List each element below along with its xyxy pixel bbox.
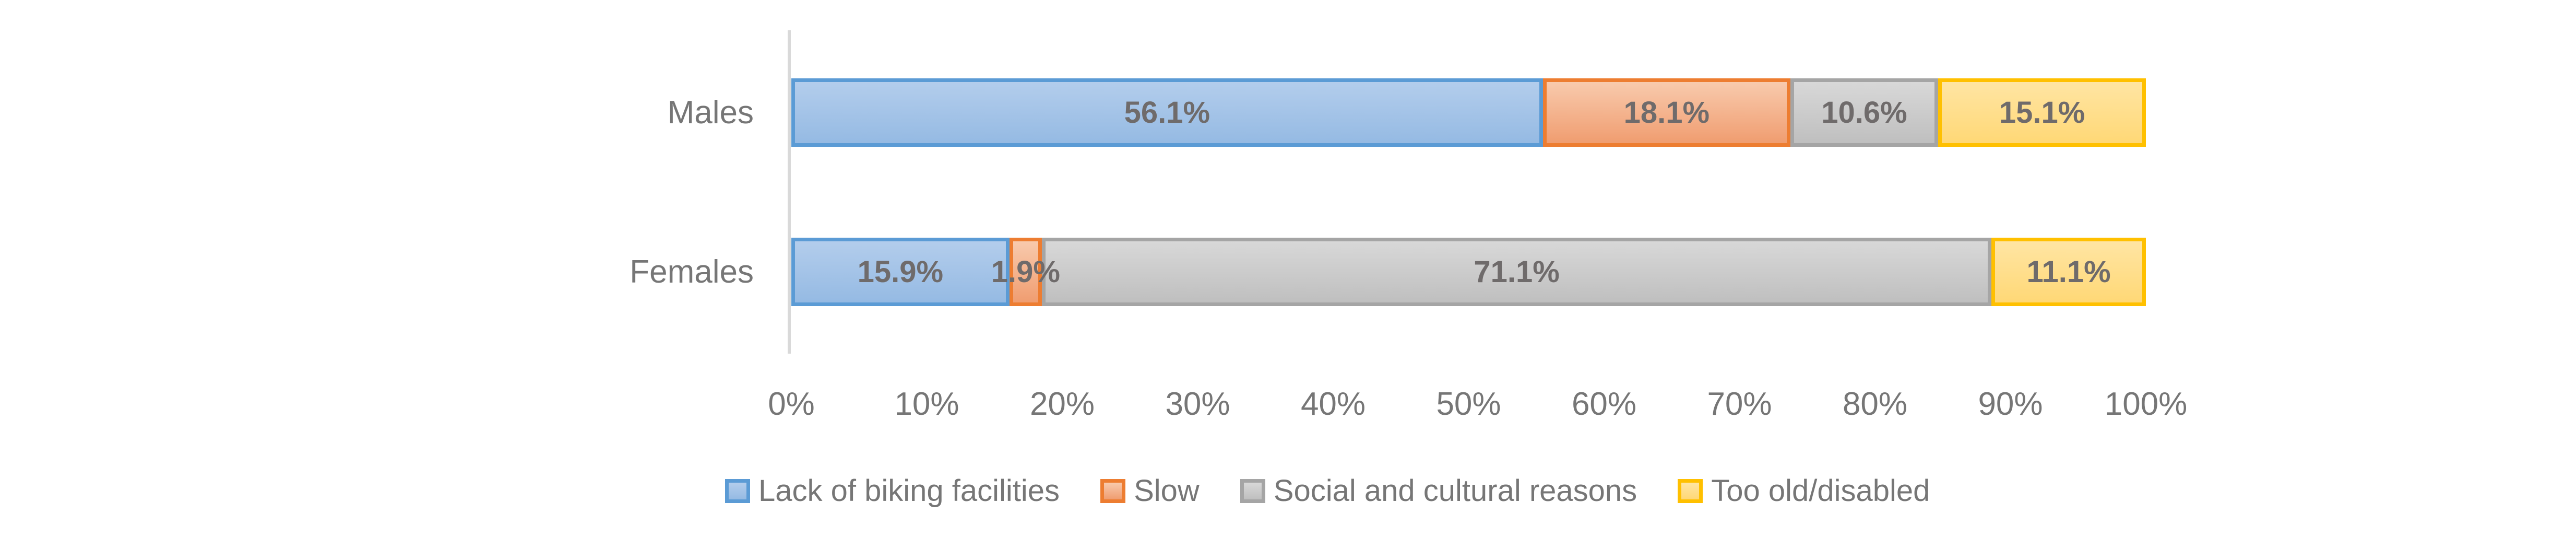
bar-segment: 15.9% bbox=[791, 238, 1010, 306]
bar-segment: 1.9% bbox=[991, 238, 1060, 306]
legend-label: Slow bbox=[1134, 474, 1200, 508]
category-label-males: Males bbox=[667, 95, 754, 131]
value-axis-tick-labels: 0% 10% 20% 30% 40% 50% 60% 70% 80% 90% 100% bbox=[768, 386, 2187, 422]
bar-segment: 11.1% bbox=[1991, 238, 2146, 306]
data-label: 71.1% bbox=[1474, 255, 1560, 289]
data-label: 10.6% bbox=[1821, 96, 1907, 130]
category-axis-line bbox=[788, 30, 791, 354]
category-label-females: Females bbox=[630, 254, 754, 290]
data-label: 56.1% bbox=[1124, 96, 1210, 130]
axis-tick-label: 80% bbox=[1842, 386, 1908, 422]
data-label: 18.1% bbox=[1623, 96, 1710, 130]
chart-legend: Lack of biking facilities Slow Social and … bbox=[725, 474, 1930, 508]
axis-tick-label: 10% bbox=[894, 386, 959, 422]
legend-item: Too old/disabled bbox=[1678, 474, 1930, 508]
stacked-bar-males: 56.1% 18.1% 10.6% 15.1% bbox=[791, 78, 2146, 147]
legend-label: Too old/disabled bbox=[1711, 474, 1930, 508]
axis-tick-label: 40% bbox=[1300, 386, 1366, 422]
axis-tick-label: 30% bbox=[1165, 386, 1230, 422]
bar-segment: 71.1% bbox=[1041, 238, 1992, 306]
legend-swatch-icon bbox=[725, 479, 750, 503]
legend-swatch-icon bbox=[1240, 479, 1265, 503]
data-label: 11.1% bbox=[2026, 255, 2111, 289]
data-label: 15.9% bbox=[857, 255, 944, 289]
axis-tick-label: 0% bbox=[768, 386, 815, 422]
axis-tick-label: 20% bbox=[1029, 386, 1095, 422]
legend-swatch-icon bbox=[1678, 479, 1703, 503]
axis-tick-label: 50% bbox=[1436, 386, 1501, 422]
axis-tick-label: 100% bbox=[2104, 386, 2188, 422]
bar-segment: 56.1% bbox=[791, 78, 1543, 147]
stacked-bar-females: 15.9% 1.9% 71.1% 11.1% bbox=[791, 238, 2146, 306]
legend-label: Social and cultural reasons bbox=[1273, 474, 1637, 508]
bar-segment: 10.6% bbox=[1790, 78, 1939, 147]
legend-item: Social and cultural reasons bbox=[1240, 474, 1637, 508]
axis-tick-label: 70% bbox=[1707, 386, 1772, 422]
bar-segment: 18.1% bbox=[1542, 78, 1790, 147]
axis-tick-label: 90% bbox=[1978, 386, 2043, 422]
bar-segment: 15.1% bbox=[1938, 78, 2146, 147]
axis-tick-label: 60% bbox=[1571, 386, 1637, 422]
data-label: 15.1% bbox=[1999, 96, 2085, 130]
legend-swatch-icon bbox=[1100, 479, 1126, 503]
legend-item: Lack of biking facilities bbox=[725, 474, 1060, 508]
legend-item: Slow bbox=[1100, 474, 1200, 508]
legend-label: Lack of biking facilities bbox=[758, 474, 1060, 508]
data-label: 1.9% bbox=[991, 255, 1060, 289]
